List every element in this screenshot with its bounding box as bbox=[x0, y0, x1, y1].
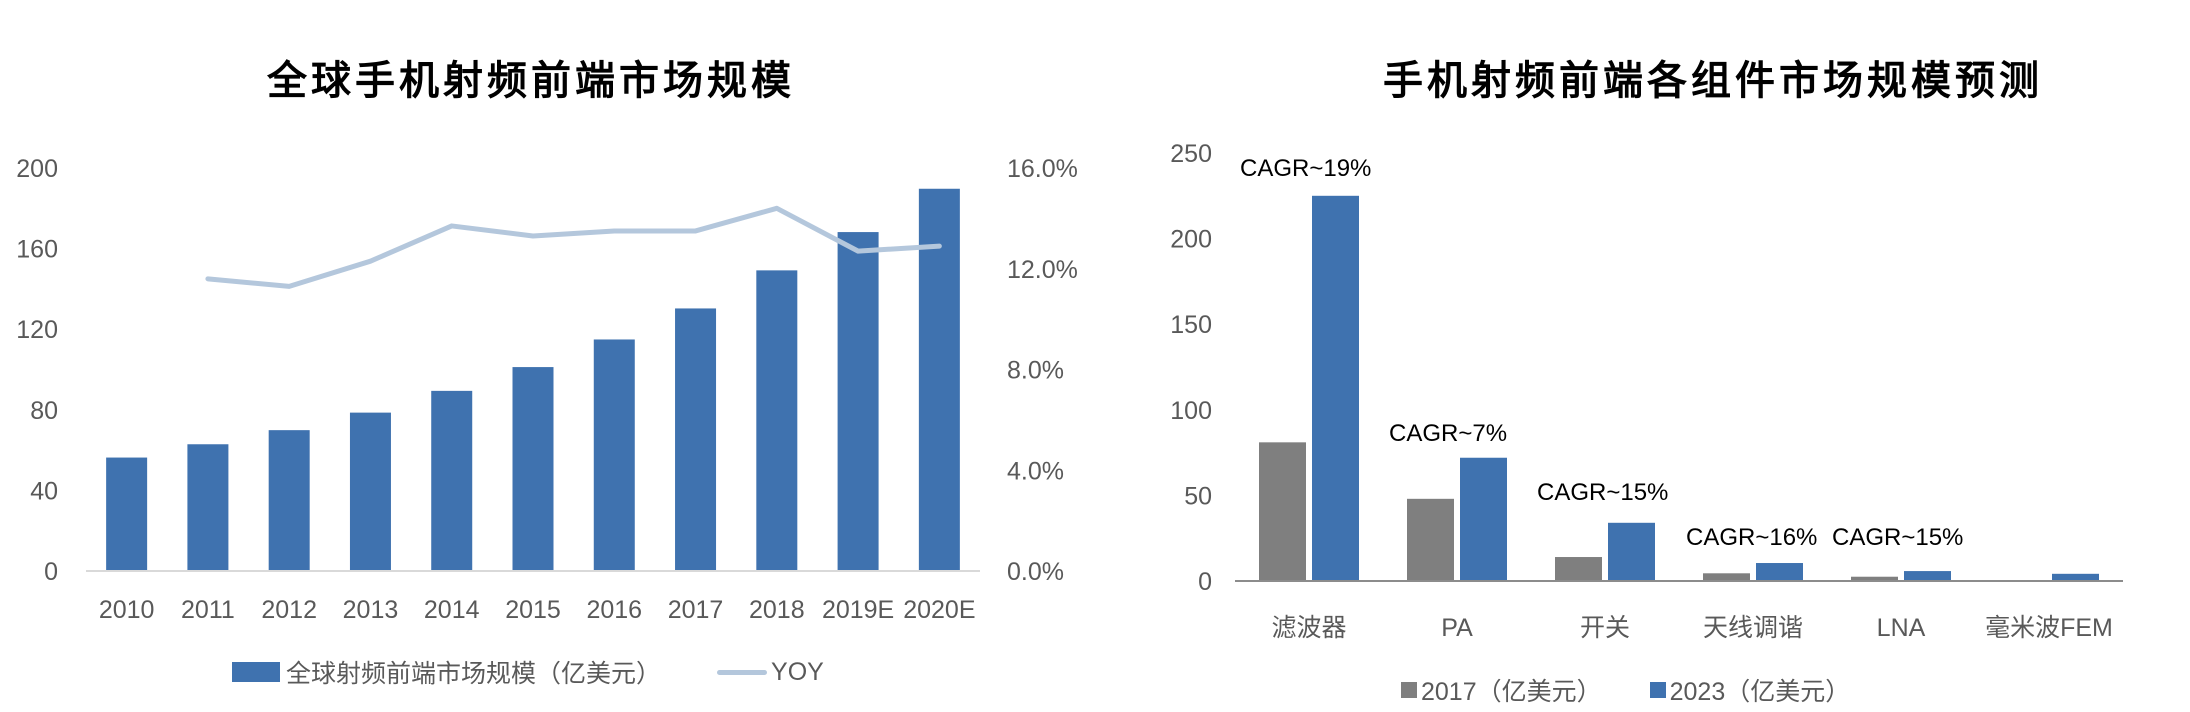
bar-market-size[interactable] bbox=[512, 367, 554, 571]
bar-market-size[interactable] bbox=[106, 457, 148, 571]
legend-swatch-2017 bbox=[1401, 682, 1417, 698]
y-axis-tick: 200 bbox=[1170, 226, 1212, 254]
x-axis-label: PA bbox=[1441, 614, 1473, 642]
y-axis-tick-right: 8.0% bbox=[1007, 357, 1064, 385]
bar-market-size[interactable] bbox=[756, 270, 798, 571]
y-axis-tick-right: 0.0% bbox=[1007, 558, 1064, 586]
bar-2023[interactable] bbox=[1460, 457, 1507, 581]
y-axis-tick-right: 16.0% bbox=[1007, 155, 1078, 183]
chart-title-component-forecast: 手机射频前端各组件市场规模预测 bbox=[1383, 57, 2043, 104]
y-axis-tick: 100 bbox=[1170, 397, 1212, 425]
x-axis-label: 滤波器 bbox=[1271, 614, 1346, 642]
cagr-annotation: CAGR~15% bbox=[1832, 524, 1963, 551]
x-axis-label: 毫米波FEM bbox=[1985, 614, 2113, 642]
bar-market-size[interactable] bbox=[918, 188, 960, 571]
y-axis-tick-left: 40 bbox=[30, 477, 58, 505]
bar-market-size[interactable] bbox=[675, 308, 717, 571]
bar-2017[interactable] bbox=[1407, 498, 1454, 581]
bar-2017[interactable] bbox=[1259, 442, 1306, 581]
y-axis-tick-left: 0 bbox=[44, 558, 58, 586]
yoy-line[interactable] bbox=[205, 205, 942, 289]
x-axis-label: 天线调谐 bbox=[1703, 614, 1803, 642]
legend-label-yoy: YOY bbox=[771, 657, 824, 686]
x-axis-label: LNA bbox=[1877, 614, 1926, 642]
y-axis-tick-right: 4.0% bbox=[1007, 457, 1064, 485]
legend-item-2023[interactable]: 2023（亿美元） bbox=[1649, 672, 1851, 708]
bar-market-size[interactable] bbox=[268, 430, 310, 571]
x-axis-label: 2012 bbox=[261, 596, 317, 624]
x-axis-label: 2010 bbox=[99, 596, 155, 624]
cagr-annotation: CAGR~7% bbox=[1389, 420, 1507, 447]
market-size-chart: 全球手机射频前端市场规模 0 40 80 120 160 200 0.0% 4.0% 8.0% 1… bbox=[16, 57, 1078, 690]
y-axis-tick: 150 bbox=[1170, 311, 1212, 339]
x-axis-label: 2020E bbox=[903, 596, 975, 624]
legend-swatch-bar bbox=[232, 662, 280, 682]
x-axis-label: 2016 bbox=[586, 596, 642, 624]
x-axis-label: 2011 bbox=[181, 596, 235, 624]
bar-2023[interactable] bbox=[1608, 522, 1655, 581]
bar-2017[interactable] bbox=[1555, 557, 1602, 581]
x-axis-label: 2014 bbox=[424, 596, 480, 624]
legend-label-2023: 2023（亿美元） bbox=[1669, 678, 1851, 706]
component-forecast-plot: 0 50 100 150 200 250 滤波器 PA 开关 天线调谐 LNA 毫米波FEM CAGR~… bbox=[1170, 140, 2123, 642]
legend-item-market-size[interactable]: 全球射频前端市场规模（亿美元） bbox=[232, 654, 661, 690]
bar-2023[interactable] bbox=[1904, 571, 1951, 581]
x-axis-label: 2013 bbox=[343, 596, 399, 624]
x-axis-label: 2017 bbox=[668, 596, 724, 624]
x-axis-label: 2018 bbox=[749, 596, 805, 624]
y-axis-tick: 250 bbox=[1170, 140, 1212, 168]
y-axis-tick-left: 120 bbox=[16, 316, 58, 344]
bar-2023[interactable] bbox=[1312, 195, 1359, 582]
component-forecast-chart: 手机射频前端各组件市场规模预测 0 50 100 150 200 250 滤波器 PA 开关 天线… bbox=[1100, 0, 2190, 712]
legend-swatch-line bbox=[717, 669, 768, 675]
bar-2017[interactable] bbox=[1851, 576, 1898, 581]
cagr-annotation: CAGR~16% bbox=[1686, 524, 1817, 551]
legend-label-market-size: 全球射频前端市场规模（亿美元） bbox=[286, 660, 662, 688]
y-axis-tick: 0 bbox=[1198, 568, 1212, 596]
chart-title-market-size: 全球手机射频前端市场规模 bbox=[267, 57, 795, 104]
y-axis-tick-left: 80 bbox=[30, 397, 58, 425]
legend-swatch-2023 bbox=[1649, 682, 1666, 698]
cagr-annotation: CAGR~19% bbox=[1240, 155, 1371, 182]
bar-market-size[interactable] bbox=[593, 339, 635, 571]
bar-2017[interactable] bbox=[1703, 573, 1750, 581]
bar-market-size[interactable] bbox=[187, 444, 229, 571]
market-size-plot: 0 40 80 120 160 200 0.0% 4.0% 8.0% 12.0% 16.0% 2010… bbox=[16, 155, 1078, 624]
market-size-legend: 全球射频前端市场规模（亿美元） YOY bbox=[232, 654, 824, 690]
x-axis-label: 2015 bbox=[505, 596, 561, 624]
bar-market-size[interactable] bbox=[837, 232, 879, 571]
x-axis-label: 2019E bbox=[822, 596, 894, 624]
x-axis-label: 开关 bbox=[1580, 614, 1630, 642]
bar-market-size[interactable] bbox=[349, 412, 391, 571]
cagr-annotation: CAGR~15% bbox=[1537, 479, 1668, 506]
bar-2023[interactable] bbox=[1756, 563, 1803, 581]
y-axis-tick: 50 bbox=[1184, 482, 1212, 510]
y-axis-tick-left: 160 bbox=[16, 236, 58, 264]
legend-item-2017[interactable]: 2017（亿美元） bbox=[1401, 672, 1602, 708]
bar-2023[interactable] bbox=[2052, 573, 2099, 581]
legend-label-2017: 2017（亿美元） bbox=[1421, 678, 1602, 706]
legend-item-yoy[interactable]: YOY bbox=[717, 658, 824, 687]
y-axis-tick-left: 200 bbox=[16, 155, 58, 183]
y-axis-tick-right: 12.0% bbox=[1007, 256, 1078, 284]
component-forecast-legend: 2017（亿美元） 2023（亿美元） bbox=[1401, 672, 1850, 708]
bar-market-size[interactable] bbox=[431, 390, 473, 571]
